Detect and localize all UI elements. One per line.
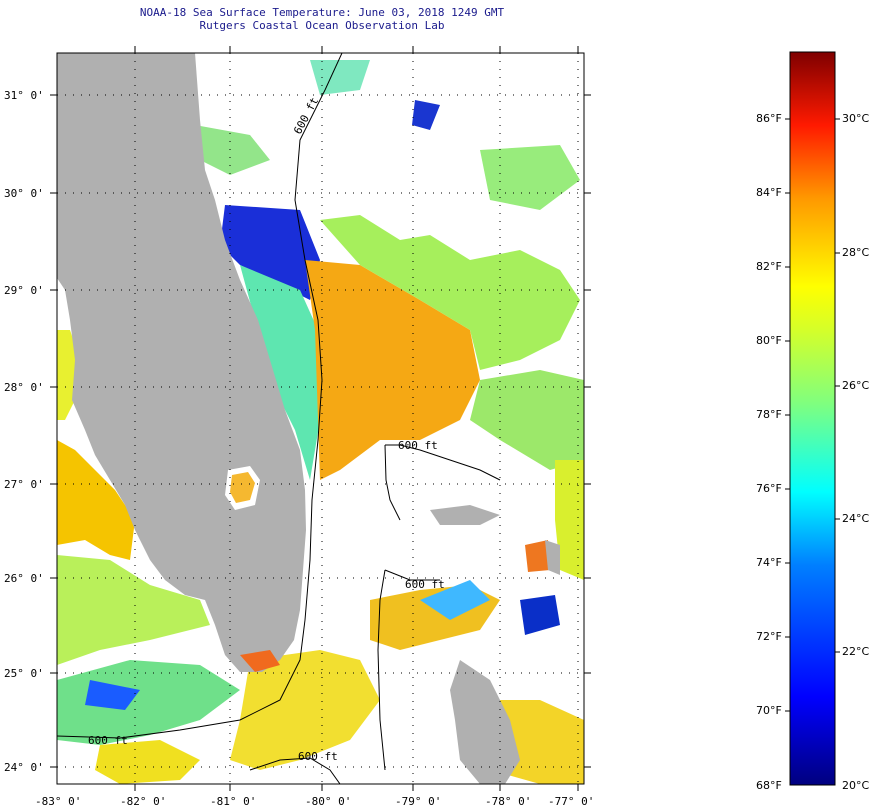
- sst-patch-south-yellow: [95, 740, 200, 784]
- colorbar-ticks: [785, 118, 840, 712]
- isobath-600ft-south: [249, 757, 341, 784]
- sst-patch-offshore-green: [320, 215, 580, 370]
- map-frame: [56, 52, 585, 785]
- lat-label: 27° 0': [4, 478, 44, 491]
- colorbar: [789, 51, 836, 786]
- lon-label: -80° 0': [305, 795, 351, 808]
- sst-patch-north-green: [195, 125, 270, 175]
- lat-label: 29° 0': [4, 284, 44, 297]
- lat-label: 25° 0': [4, 667, 44, 680]
- colorbar-c-label: 28°C: [842, 246, 870, 259]
- isobath-600ft-bahamas-north: [385, 444, 501, 481]
- lat-label: 28° 0': [4, 381, 44, 394]
- colorbar-c-label: 22°C: [842, 645, 870, 658]
- sst-patch-gulf-south: [57, 555, 210, 665]
- map-title: NOAA-18 Sea Surface Temperature: June 03…: [139, 6, 505, 19]
- lake-okeechobee-sst: [230, 472, 255, 503]
- isobath-600ft-straits: [377, 569, 386, 771]
- isobath-label: 600 ft: [298, 750, 338, 763]
- colorbar-f-label: 68°F: [756, 779, 782, 792]
- isobath-600ft-florida: [57, 53, 343, 739]
- sst-patch-northeast-cold: [220, 205, 320, 300]
- sst-patch-bahamas-warm: [525, 540, 550, 572]
- lon-label: -77° 0': [548, 795, 594, 808]
- map-body: 600 ft 600 ft 600 ft 600 ft 600 ft: [57, 53, 584, 784]
- sst-patch-gulf-warm: [57, 440, 135, 560]
- colorbar-c-label: 20°C: [842, 779, 870, 792]
- lat-label: 31° 0': [4, 89, 44, 102]
- lat-label: 30° 0': [4, 187, 44, 200]
- colorbar-f-label: 76°F: [756, 482, 782, 495]
- map-subtitle: Rutgers Coastal Ocean Observation Lab: [199, 19, 445, 32]
- lon-label: -81° 0': [210, 795, 256, 808]
- sst-patch-coastal-cool: [240, 265, 320, 480]
- lon-label: -83° 0': [35, 795, 81, 808]
- sst-patch-north-top: [310, 60, 370, 95]
- sst-patch-northeast-green: [480, 145, 580, 210]
- isobath-label: 600 ft: [405, 578, 445, 591]
- colorbar-f-label: 80°F: [756, 334, 782, 347]
- colorbar-c-label: 30°C: [842, 112, 870, 125]
- colorbar-f-label: 82°F: [756, 260, 782, 273]
- sst-patch-straits-cool: [420, 580, 490, 620]
- bahamas-abaco: [545, 540, 560, 575]
- lat-label: 26° 0': [4, 572, 44, 585]
- colorbar-f-label: 78°F: [756, 408, 782, 421]
- colorbar-f-label: 72°F: [756, 630, 782, 643]
- sst-patch-bahamas-east: [555, 460, 584, 580]
- lon-label: -82° 0': [120, 795, 166, 808]
- sst-patch-keys-west: [57, 660, 240, 745]
- colorbar-f-label: 74°F: [756, 556, 782, 569]
- lon-label: -78° 0': [485, 795, 531, 808]
- sst-patch-east-green: [470, 370, 584, 470]
- sst-patch-gulfstream-warm: [305, 260, 480, 480]
- axis-ticks: [50, 46, 591, 791]
- sst-patch-straits-south: [230, 650, 380, 770]
- sst-patch-cold-1: [85, 680, 140, 710]
- colorbar-f-label: 70°F: [756, 704, 782, 717]
- colorbar-c-label: 24°C: [842, 512, 870, 525]
- florida-land: [57, 53, 306, 672]
- colorbar-c-label: 26°C: [842, 379, 870, 392]
- bahamas-andros: [450, 660, 520, 784]
- sst-patch-cold-2: [412, 100, 440, 130]
- isobath-600ft-straits-east: [384, 569, 440, 581]
- bahamas-grand-bahama: [430, 505, 500, 525]
- sst-patch-cold-3: [520, 595, 560, 635]
- lon-label: -79° 0': [395, 795, 441, 808]
- colorbar-f-label: 84°F: [756, 186, 782, 199]
- sst-patch-keys-warm: [240, 650, 280, 672]
- isobath-600ft-bahamas-west: [384, 444, 401, 521]
- colorbar-f-label: 86°F: [756, 112, 782, 125]
- lat-label: 24° 0': [4, 761, 44, 774]
- isobath-label: 600 ft: [88, 734, 128, 747]
- isobath-label: 600 ft: [398, 439, 438, 452]
